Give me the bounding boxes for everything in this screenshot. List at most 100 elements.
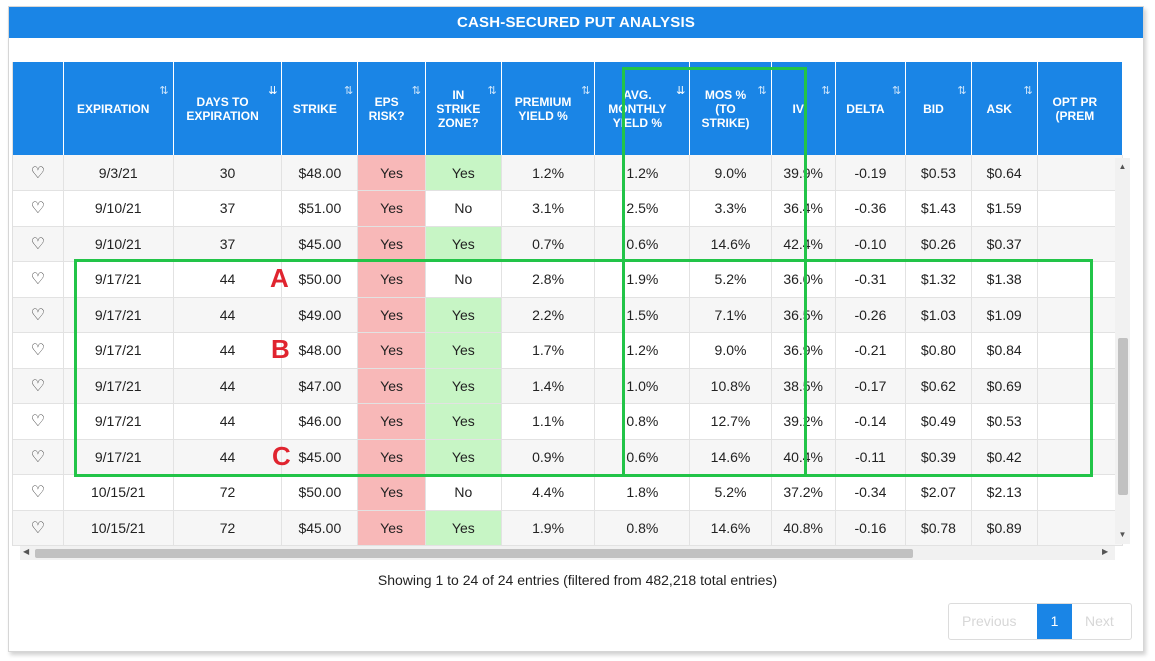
scroll-up-arrow-icon[interactable]: ▲: [1118, 162, 1127, 171]
sort-arrows-icon[interactable]: ⇅: [411, 85, 421, 97]
sort-arrows-icon[interactable]: ⇅: [487, 85, 496, 97]
sort-arrows-icon[interactable]: ⇊: [268, 85, 277, 97]
table-cell: 0.9%: [501, 439, 596, 475]
table-cell: 10/15/21: [63, 510, 174, 546]
table-cell: $0.49: [905, 403, 972, 440]
page-1-button[interactable]: 1: [1037, 604, 1072, 639]
table-cell: $1.03: [905, 297, 972, 333]
table-cell: 9/17/21: [63, 368, 174, 404]
column-header-5[interactable]: IN STRIKE ZONE? ⇅: [425, 62, 502, 155]
table-cell: $0.26: [905, 226, 972, 262]
table-cell: 9/17/21: [63, 332, 174, 369]
favorite-cell: ♡: [13, 368, 64, 404]
table-cell: -0.21: [835, 332, 907, 369]
table-cell: $0.84: [971, 332, 1038, 369]
table-cell: 7.1%: [689, 297, 772, 333]
table-cell: $0.69: [971, 368, 1038, 404]
table-cell: $48.00: [281, 332, 359, 369]
table-cell: 1.0%: [594, 368, 691, 404]
column-header-11[interactable]: BID ⇅: [905, 62, 972, 155]
column-header-1[interactable]: EXPIRATION ⇅: [63, 62, 174, 155]
column-header-9[interactable]: IV ⇅: [771, 62, 836, 155]
sort-arrows-icon[interactable]: ⇊: [676, 85, 685, 97]
table-cell: 42.4%: [771, 226, 836, 262]
favorite-cell: ♡: [13, 474, 64, 511]
heart-outline-icon[interactable]: ♡: [30, 235, 46, 253]
sort-arrows-icon[interactable]: ⇅: [957, 85, 966, 97]
column-header-13[interactable]: OPT PR (PREM: [1037, 62, 1123, 155]
scroll-left-arrow-icon[interactable]: ◀: [23, 547, 30, 556]
heart-outline-icon[interactable]: ♡: [30, 377, 46, 395]
table-cell: 38.5%: [771, 368, 836, 404]
table-cell: 72: [173, 510, 283, 546]
sort-arrows-icon[interactable]: ⇅: [344, 85, 353, 97]
vertical-scrollbar[interactable]: ▲ ▼: [1115, 158, 1130, 544]
sort-arrows-icon[interactable]: ⇅: [159, 85, 168, 97]
scroll-right-arrow-icon[interactable]: ▶: [1102, 547, 1109, 556]
table-cell: -0.11: [835, 439, 907, 475]
table-cell: 44: [173, 439, 283, 475]
table-row: ♡ 9/17/21 44 $45.00 Yes Yes 0.9% 0.6% 14.6% 40.4%…: [13, 439, 1123, 475]
table-cell: Yes: [425, 368, 502, 404]
table-cell: -0.16: [835, 510, 907, 546]
heart-outline-icon[interactable]: ♡: [30, 164, 46, 182]
table-cell: $51.00: [281, 190, 359, 227]
table-cell: 1.2%: [594, 332, 691, 369]
column-header-4[interactable]: EPS RISK? ⇅: [357, 62, 426, 155]
column-header-8[interactable]: MOS % (TO STRIKE) ⇅: [689, 62, 772, 155]
table-cell: -0.31: [835, 261, 907, 298]
horizontal-scroll-thumb[interactable]: [35, 549, 913, 558]
table-cell: -0.14: [835, 403, 907, 440]
column-header-2[interactable]: DAYS TO EXPIRATION ⇊: [173, 62, 283, 155]
table-cell: 5.2%: [689, 261, 772, 298]
horizontal-scrollbar[interactable]: ◀ ▶: [20, 546, 1115, 560]
heart-outline-icon[interactable]: ♡: [30, 342, 46, 360]
table-cell: 14.6%: [689, 439, 772, 475]
column-header-10[interactable]: DELTA ⇅: [835, 62, 907, 155]
table-cell: $48.00: [281, 155, 359, 191]
heart-outline-icon[interactable]: ♡: [30, 484, 46, 502]
sort-arrows-icon[interactable]: ⇅: [1023, 85, 1033, 97]
table-cell: $46.00: [281, 403, 359, 440]
table-cell: Yes: [357, 439, 426, 475]
table-cell: 9/17/21: [63, 403, 174, 440]
table-cell: [1037, 474, 1123, 511]
column-header-label: BID: [923, 101, 944, 116]
sort-arrows-icon[interactable]: ⇅: [821, 85, 830, 97]
next-page-button[interactable]: Next: [1085, 613, 1114, 629]
heart-outline-icon[interactable]: ♡: [30, 271, 46, 289]
vertical-scroll-thumb[interactable]: [1118, 338, 1128, 495]
table-cell: 4.4%: [501, 474, 596, 511]
heart-outline-icon[interactable]: ♡: [30, 519, 46, 537]
column-header-3[interactable]: STRIKE ⇅: [281, 62, 359, 155]
table-cell: 10.8%: [689, 368, 772, 404]
sort-arrows-icon[interactable]: ⇅: [892, 85, 901, 97]
heart-outline-icon[interactable]: ♡: [30, 448, 46, 466]
table-cell: -0.10: [835, 226, 907, 262]
table-cell: Yes: [357, 261, 426, 298]
table-cell: $0.39: [905, 439, 972, 475]
heart-outline-icon[interactable]: ♡: [30, 306, 46, 324]
scroll-down-arrow-icon[interactable]: ▼: [1118, 530, 1127, 539]
card-title: CASH-SECURED PUT ANALYSIS: [9, 7, 1143, 38]
sort-arrows-icon[interactable]: ⇅: [581, 85, 590, 97]
heart-outline-icon[interactable]: ♡: [30, 200, 46, 218]
column-header-7[interactable]: AVG. MONTHLY YIELD % ⇊: [594, 62, 691, 155]
table-row: ♡ 9/17/21 44 $49.00 Yes Yes 2.2% 1.5% 7.1% 36.5% -…: [13, 297, 1123, 333]
table-cell: 30: [173, 155, 283, 191]
column-header-6[interactable]: PREMIUM YIELD % ⇅: [501, 62, 596, 155]
sort-arrows-icon[interactable]: ⇅: [757, 85, 767, 97]
table-cell: 14.6%: [689, 510, 772, 546]
heart-outline-icon[interactable]: ♡: [30, 413, 46, 431]
table-info-text: Showing 1 to 24 of 24 entries (filtered …: [377, 572, 778, 588]
table-cell: [1037, 403, 1123, 440]
column-header-favorite: [13, 62, 64, 155]
table-cell: Yes: [357, 368, 426, 404]
pagination: Previous 1 Next: [948, 603, 1132, 640]
table-cell: 44: [173, 332, 283, 369]
column-header-12[interactable]: ASK ⇅: [971, 62, 1038, 155]
table-cell: Yes: [357, 403, 426, 440]
table-cell: -0.19: [835, 155, 907, 191]
previous-page-button[interactable]: Previous: [962, 613, 1017, 629]
favorite-cell: ♡: [13, 155, 64, 191]
